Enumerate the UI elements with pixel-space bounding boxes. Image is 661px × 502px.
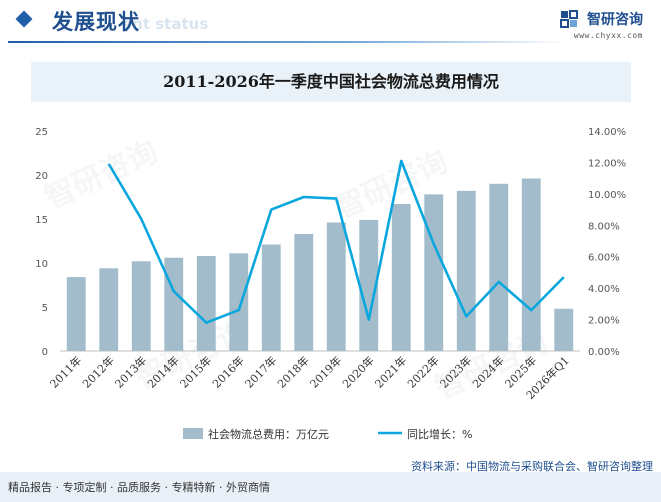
chart-title: 2011-2026年一季度中国社会物流总费用情况	[163, 72, 499, 91]
right-tick-label: 4.00%	[588, 284, 620, 295]
bar	[131, 261, 151, 351]
brand-block: 智研咨询 www.chyxx.com	[559, 8, 643, 40]
x-tick-label: 2024年	[469, 353, 506, 390]
x-tick-label: 2016年	[209, 353, 246, 390]
bar	[229, 253, 249, 351]
right-tick-label: 10.00%	[588, 190, 626, 201]
left-tick-label: 15	[35, 215, 48, 226]
right-tick-label: 0.00%	[588, 347, 620, 358]
legend-line-label: 同比增长：%	[407, 427, 472, 441]
bar	[359, 219, 379, 351]
left-tick-label: 10	[35, 259, 48, 270]
x-tick-label: 2018年	[274, 353, 311, 390]
right-tick-label: 2.00%	[588, 316, 620, 327]
x-tick-label: 2013年	[112, 353, 149, 390]
left-tick-label: 25	[35, 127, 48, 138]
legend-bar-label: 社会物流总费用：万亿元	[208, 427, 329, 441]
combo-chart: 0 5 10 15 20 25 0.00% 2.00% 4.00% 6.00% 8.00% 10.0…	[35, 127, 626, 441]
section-subtitle: ent status	[122, 15, 209, 33]
data-source: 资料来源：中国物流与采购联合会、智研咨询整理	[411, 460, 653, 473]
x-tick-label: 2022年	[404, 353, 441, 390]
left-tick-label: 20	[35, 171, 48, 182]
bar	[521, 178, 541, 351]
chart-title-bar: 2011-2026年一季度中国社会物流总费用情况	[31, 62, 631, 102]
bar-series	[66, 178, 574, 351]
bar	[456, 190, 476, 351]
right-tick-label: 8.00%	[588, 221, 620, 232]
x-tick-label: 2011年	[47, 353, 84, 390]
x-axis: 2011年2012年2013年2014年2015年2016年2017年2018年…	[47, 353, 572, 402]
footer-services: 精品报告 · 专项定制 · 品质服务 · 专精特新 · 外贸商情	[8, 481, 270, 494]
brand-url: www.chyxx.com	[573, 30, 643, 40]
legend-bar-swatch	[183, 428, 203, 439]
x-tick-label: 2017年	[242, 353, 279, 390]
bar	[391, 204, 411, 351]
line-series	[107, 159, 565, 325]
bar	[164, 257, 184, 351]
bar	[196, 255, 216, 351]
section-header: ent status 发展现状 智研咨询 www.chyxx.com	[0, 0, 661, 44]
bar	[99, 268, 119, 351]
x-tick-label: 2015年	[177, 353, 214, 390]
footer-bar: 精品报告 · 专项定制 · 品质服务 · 专精特新 · 外贸商情	[0, 472, 661, 502]
right-axis: 0.00% 2.00% 4.00% 6.00% 8.00% 10.00% 12.00% 14.…	[588, 127, 626, 358]
brand-logo-icon	[559, 9, 578, 28]
legend: 社会物流总费用：万亿元 同比增长：%	[183, 427, 472, 441]
x-tick-label: 2014年	[144, 353, 181, 390]
x-tick-label: 2020年	[339, 353, 376, 390]
right-tick-label: 6.00%	[588, 253, 620, 264]
section-title: 发展现状	[52, 10, 140, 34]
bar	[326, 222, 346, 351]
brand-name: 智研咨询	[587, 11, 643, 28]
bar	[424, 194, 444, 351]
left-tick-label: 0	[42, 347, 48, 358]
left-tick-label: 5	[42, 303, 48, 314]
bar	[66, 277, 86, 351]
x-tick-label: 2021年	[372, 353, 409, 390]
x-tick-label: 2023年	[437, 353, 474, 390]
header-divider	[8, 41, 568, 43]
bar	[294, 233, 314, 351]
x-tick-label: 2019年	[307, 353, 344, 390]
bar	[554, 308, 574, 351]
bar	[261, 244, 281, 351]
bar	[489, 183, 509, 351]
x-tick-label: 2012年	[79, 353, 116, 390]
right-tick-label: 12.00%	[588, 158, 626, 169]
right-tick-label: 14.00%	[588, 127, 626, 138]
